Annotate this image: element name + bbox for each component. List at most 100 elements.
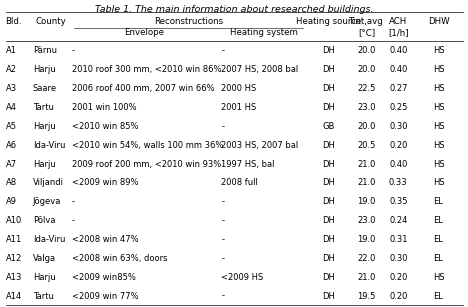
Text: Tartu: Tartu xyxy=(33,292,54,301)
Text: Saare: Saare xyxy=(33,84,57,93)
Text: HS: HS xyxy=(433,160,444,169)
Text: 19.0: 19.0 xyxy=(357,197,376,206)
Text: <2009 win 89%: <2009 win 89% xyxy=(72,178,138,187)
Text: <2009 win 77%: <2009 win 77% xyxy=(72,292,138,301)
Text: Harju: Harju xyxy=(33,273,56,282)
Text: <2010 win 54%, walls 100 mm 36%: <2010 win 54%, walls 100 mm 36% xyxy=(72,141,223,150)
Text: 2001 win 100%: 2001 win 100% xyxy=(72,103,136,112)
Text: <2009 win85%: <2009 win85% xyxy=(72,273,135,282)
Text: DH: DH xyxy=(322,235,336,244)
Text: 21.0: 21.0 xyxy=(357,178,376,187)
Text: DH: DH xyxy=(322,65,336,74)
Text: 2003 HS, 2007 bal: 2003 HS, 2007 bal xyxy=(221,141,299,150)
Text: A11: A11 xyxy=(6,235,22,244)
Text: ACH: ACH xyxy=(389,17,407,26)
Text: 0.20: 0.20 xyxy=(389,292,408,301)
Text: DH: DH xyxy=(322,141,336,150)
Text: HS: HS xyxy=(433,122,444,131)
Text: DH: DH xyxy=(322,84,336,93)
Text: Envelope: Envelope xyxy=(124,28,164,37)
Text: [1/h]: [1/h] xyxy=(388,28,409,37)
Text: DHW: DHW xyxy=(428,17,449,26)
Text: 0.33: 0.33 xyxy=(389,178,408,187)
Text: 0.40: 0.40 xyxy=(389,160,408,169)
Text: A5: A5 xyxy=(6,122,17,131)
Text: [°C]: [°C] xyxy=(358,28,375,37)
Text: 0.24: 0.24 xyxy=(389,216,408,225)
Text: DH: DH xyxy=(322,103,336,112)
Text: 0.35: 0.35 xyxy=(389,197,408,206)
Text: DH: DH xyxy=(322,273,336,282)
Text: EL: EL xyxy=(433,235,444,244)
Text: 1997 HS, bal: 1997 HS, bal xyxy=(221,160,275,169)
Text: HS: HS xyxy=(433,65,444,74)
Text: Bld.: Bld. xyxy=(6,17,22,26)
Text: DH: DH xyxy=(322,254,336,263)
Text: 20.5: 20.5 xyxy=(357,141,376,150)
Text: 2008 full: 2008 full xyxy=(221,178,258,187)
Text: 2001 HS: 2001 HS xyxy=(221,103,256,112)
Text: DH: DH xyxy=(322,160,336,169)
Text: 2000 HS: 2000 HS xyxy=(221,84,256,93)
Text: A8: A8 xyxy=(6,178,17,187)
Text: Harju: Harju xyxy=(33,160,56,169)
Text: HS: HS xyxy=(433,141,444,150)
Text: 19.0: 19.0 xyxy=(357,235,376,244)
Text: 22.0: 22.0 xyxy=(357,254,376,263)
Text: DH: DH xyxy=(322,46,336,55)
Text: A4: A4 xyxy=(6,103,17,112)
Text: -: - xyxy=(72,197,74,206)
Text: HS: HS xyxy=(433,178,444,187)
Text: Heating source: Heating source xyxy=(296,17,362,26)
Text: EL: EL xyxy=(433,197,444,206)
Text: <2010 win 85%: <2010 win 85% xyxy=(72,122,138,131)
Text: Tint,avg: Tint,avg xyxy=(349,17,384,26)
Text: Harju: Harju xyxy=(33,122,56,131)
Text: 0.30: 0.30 xyxy=(389,122,408,131)
Text: Pärnu: Pärnu xyxy=(33,46,57,55)
Text: EL: EL xyxy=(433,216,444,225)
Text: Ida-Viru: Ida-Viru xyxy=(33,235,65,244)
Text: A7: A7 xyxy=(6,160,17,169)
Text: A2: A2 xyxy=(6,65,17,74)
Text: GB: GB xyxy=(323,122,335,131)
Text: 23.0: 23.0 xyxy=(357,216,376,225)
Text: Viljandi: Viljandi xyxy=(33,178,64,187)
Text: 19.5: 19.5 xyxy=(357,292,376,301)
Text: 23.0: 23.0 xyxy=(357,103,376,112)
Text: -: - xyxy=(72,216,74,225)
Text: Reconstructions: Reconstructions xyxy=(154,17,223,26)
Text: EL: EL xyxy=(433,254,444,263)
Text: 0.20: 0.20 xyxy=(389,141,408,150)
Text: -: - xyxy=(221,254,224,263)
Text: DH: DH xyxy=(322,197,336,206)
Text: Table 1. The main information about researched buildings.: Table 1. The main information about rese… xyxy=(95,5,373,14)
Text: 0.40: 0.40 xyxy=(389,46,408,55)
Text: 21.0: 21.0 xyxy=(357,160,376,169)
Text: HS: HS xyxy=(433,84,444,93)
Text: 22.5: 22.5 xyxy=(357,84,376,93)
Text: County: County xyxy=(35,17,66,26)
Text: 0.40: 0.40 xyxy=(389,65,408,74)
Text: 0.30: 0.30 xyxy=(389,254,408,263)
Text: A6: A6 xyxy=(6,141,17,150)
Text: A3: A3 xyxy=(6,84,17,93)
Text: A12: A12 xyxy=(6,254,22,263)
Text: A9: A9 xyxy=(6,197,17,206)
Text: 0.20: 0.20 xyxy=(389,273,408,282)
Text: 0.27: 0.27 xyxy=(389,84,408,93)
Text: 20.0: 20.0 xyxy=(357,65,376,74)
Text: Harju: Harju xyxy=(33,65,56,74)
Text: 2007 HS, 2008 bal: 2007 HS, 2008 bal xyxy=(221,65,299,74)
Text: -: - xyxy=(221,235,224,244)
Text: -: - xyxy=(221,197,224,206)
Text: A1: A1 xyxy=(6,46,17,55)
Text: Heating system: Heating system xyxy=(229,28,298,37)
Text: DH: DH xyxy=(322,178,336,187)
Text: <2008 win 63%, doors: <2008 win 63%, doors xyxy=(72,254,167,263)
Text: DH: DH xyxy=(322,292,336,301)
Text: Valga: Valga xyxy=(33,254,56,263)
Text: HS: HS xyxy=(433,273,444,282)
Text: Jõgeva: Jõgeva xyxy=(33,197,61,206)
Text: -: - xyxy=(221,216,224,225)
